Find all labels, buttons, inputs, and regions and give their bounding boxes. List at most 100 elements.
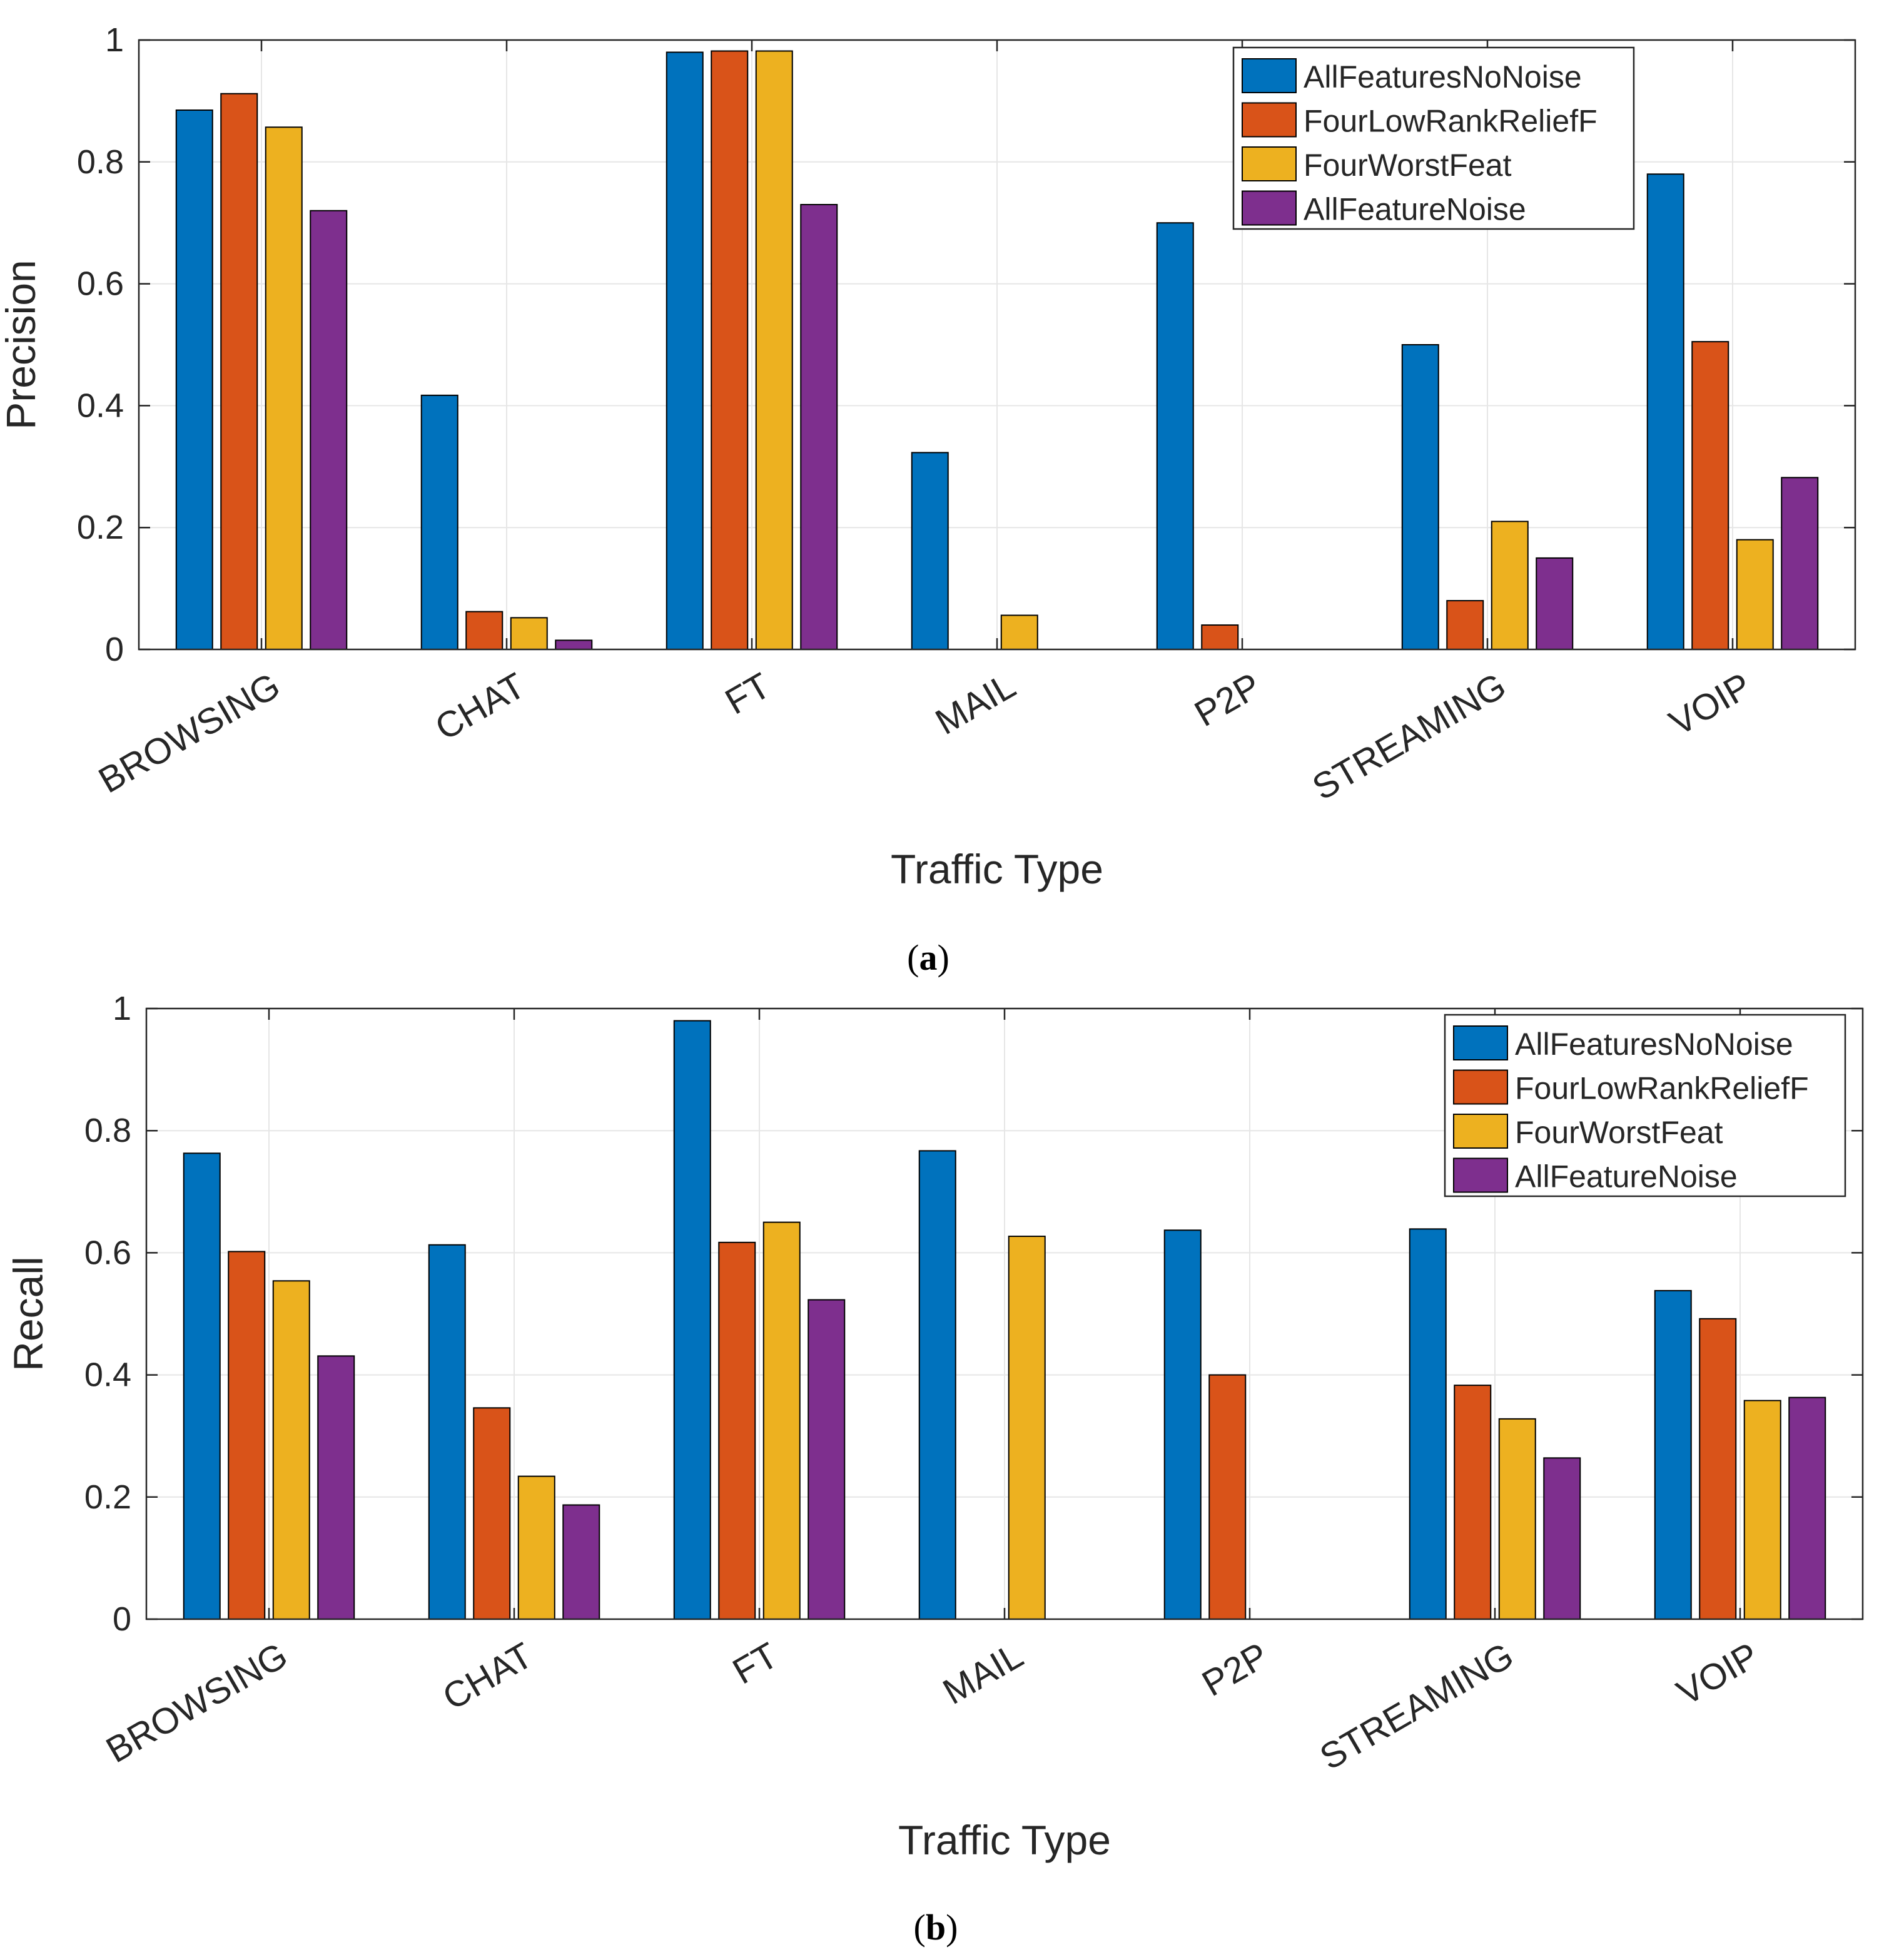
caption-panel-a: (a) (907, 937, 949, 978)
bar-fourlowrankrelieff-ft (711, 50, 749, 651)
bar-allfeaturesnonoise-browsing (183, 1152, 221, 1620)
x-tick-label: BROWSING (99, 1635, 295, 1771)
y-tick-label: 0.8 (84, 1112, 131, 1149)
x-tick-label: VOIP (1663, 665, 1758, 744)
bar-fourworstfeat-ft (755, 50, 793, 651)
bar-fourlowrankrelieff-browsing (220, 93, 258, 651)
bar-allfeaturenoise-ft (800, 203, 838, 651)
bar-fourworstfeat-mail (1000, 614, 1038, 650)
caption-letter: a (919, 937, 938, 978)
bar-allfeaturenoise-voip (1781, 477, 1819, 650)
bar-allfeaturesnonoise-streaming (1409, 1228, 1447, 1620)
bar-allfeaturenoise-ft (808, 1299, 846, 1620)
legend-item: FourWorstFeat (1242, 146, 1512, 183)
y-tick-label: 0.2 (77, 509, 124, 546)
bar-allfeaturenoise-streaming (1536, 557, 1574, 651)
legend-swatch (1242, 146, 1297, 181)
bar-allfeaturesnonoise-ft (673, 1020, 711, 1620)
x-tick-label: FT (719, 665, 777, 723)
legend-label: FourWorstFeat (1515, 1115, 1723, 1150)
bar-fourworstfeat-chat (510, 617, 548, 650)
bar-fourworstfeat-voip (1743, 1400, 1781, 1620)
bar-allfeaturesnonoise-chat (420, 394, 458, 650)
legend-box (1444, 1014, 1846, 1197)
bar-fourlowrankrelieff-voip (1699, 1318, 1737, 1620)
x-tick-label: MAIL (936, 1635, 1030, 1712)
legend-box (1232, 46, 1635, 230)
legend-swatch (1242, 58, 1297, 93)
bar-allfeaturesnonoise-streaming (1401, 344, 1439, 650)
bar-fourworstfeat-browsing (272, 1280, 310, 1620)
bar-fourlowrankrelieff-p2p (1208, 1374, 1247, 1620)
bar-fourworstfeat-chat (517, 1475, 555, 1620)
bar-allfeaturesnonoise-voip (1646, 173, 1684, 650)
x-tick-label: BROWSING (92, 665, 287, 801)
bar-allfeaturesnonoise-mail (918, 1150, 956, 1620)
y-tick-label: 0.4 (84, 1356, 131, 1394)
caption-panel-b: (b) (914, 1907, 958, 1948)
x-tick-label: MAIL (929, 665, 1023, 743)
bar-allfeaturenoise-chat (562, 1504, 600, 1620)
x-tick-label: STREAMING (1313, 1635, 1520, 1778)
y-axis-label: Recall (5, 1256, 51, 1371)
bar-allfeaturenoise-voip (1788, 1396, 1826, 1620)
y-tick-label: 0.6 (77, 265, 124, 303)
bar-fourworstfeat-browsing (265, 126, 303, 651)
legend-item: FourWorstFeat (1453, 1114, 1723, 1150)
bar-fourworstfeat-voip (1736, 539, 1774, 650)
y-tick-label: 0 (105, 631, 124, 668)
y-tick-label: 1 (113, 990, 131, 1027)
bar-allfeaturenoise-browsing (310, 210, 348, 651)
bar-allfeaturesnonoise-ft (666, 51, 704, 651)
x-axis-label: Traffic Type (898, 1817, 1111, 1863)
legend-swatch (1242, 190, 1297, 226)
bar-fourworstfeat-streaming (1498, 1418, 1536, 1620)
y-tick-label: 1 (105, 21, 124, 59)
y-tick-label: 0.4 (77, 387, 124, 424)
legend-label: AllFeatureNoise (1515, 1159, 1738, 1194)
x-axis-label: Traffic Type (891, 846, 1103, 892)
legend-label: AllFeaturesNoNoise (1515, 1027, 1793, 1062)
y-tick-label: 0.2 (84, 1478, 131, 1516)
bar-allfeaturesnonoise-mail (911, 452, 949, 650)
bar-fourlowrankrelieff-streaming (1454, 1385, 1492, 1620)
bar-fourworstfeat-mail (1008, 1236, 1046, 1620)
x-tick-label: CHAT (436, 1635, 540, 1718)
legend-swatch (1242, 102, 1297, 138)
bar-fourlowrankrelieff-ft (718, 1241, 756, 1620)
y-tick-label: 0.8 (77, 143, 124, 181)
bar-allfeaturesnonoise-p2p (1156, 222, 1194, 650)
x-tick-label: FT (726, 1635, 785, 1692)
legend-swatch (1453, 1069, 1508, 1105)
legend-item: AllFeaturesNoNoise (1453, 1025, 1793, 1062)
caption-letter: b (926, 1907, 946, 1948)
legend-label: FourLowRankReliefF (1515, 1071, 1809, 1106)
x-tick-label: VOIP (1670, 1635, 1766, 1714)
legend-item: FourLowRankReliefF (1453, 1069, 1809, 1106)
legend: AllFeaturesNoNoise FourLowRankReliefF Four… (1232, 46, 1635, 230)
legend-item: FourLowRankReliefF (1242, 102, 1598, 139)
bar-fourlowrankrelieff-voip (1691, 341, 1729, 650)
bar-fourworstfeat-streaming (1491, 521, 1529, 651)
bar-fourlowrankrelieff-streaming (1446, 600, 1484, 651)
legend-label: AllFeaturesNoNoise (1304, 59, 1582, 94)
bar-allfeaturenoise-browsing (317, 1355, 355, 1620)
y-tick-label: 0 (113, 1600, 131, 1638)
legend-label: AllFeatureNoise (1304, 192, 1526, 227)
x-tick-label: STREAMING (1305, 665, 1512, 808)
x-tick-label: CHAT (428, 665, 532, 748)
bar-fourworstfeat-ft (762, 1221, 801, 1620)
x-tick-label: P2P (1195, 1635, 1275, 1704)
legend-swatch (1453, 1157, 1508, 1193)
y-axis-label: Precision (0, 260, 44, 429)
bar-fourlowrankrelieff-p2p (1201, 624, 1239, 650)
bar-allfeaturenoise-streaming (1543, 1457, 1581, 1620)
legend-swatch (1453, 1025, 1508, 1060)
bar-allfeaturesnonoise-chat (428, 1244, 466, 1620)
chart-precision: 0 0.2 0.4 0.6 0.8 1 BROWSING CHAT FT MAIL P2P STREA… (0, 21, 1856, 892)
chart-recall: 0 0.2 0.4 0.6 0.8 1 BROWSING CHAT FT MAIL P2P STREA… (5, 990, 1864, 1863)
legend-item: AllFeatureNoise (1242, 190, 1526, 227)
legend: AllFeaturesNoNoise FourLowRankReliefF Four… (1444, 1014, 1846, 1197)
bar-allfeaturenoise-chat (555, 639, 593, 651)
